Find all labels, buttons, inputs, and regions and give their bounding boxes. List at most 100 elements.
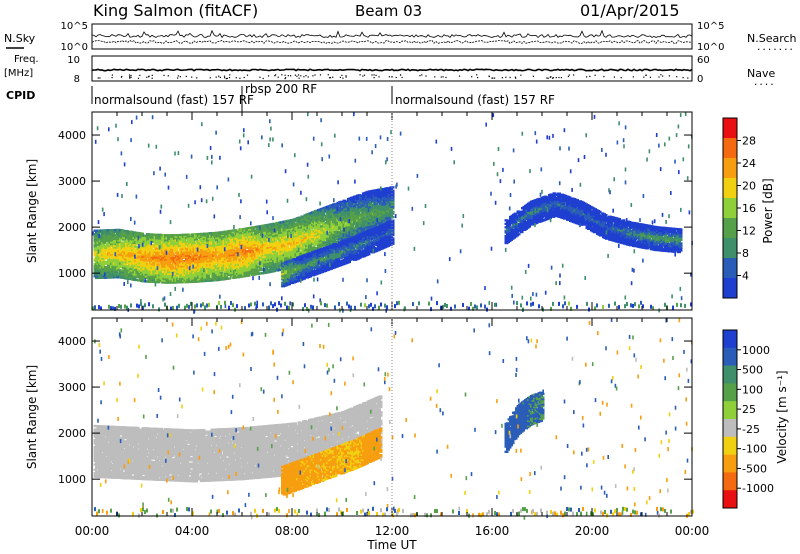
nave-point xyxy=(494,77,496,79)
beam-title: Beam 03 xyxy=(355,2,422,20)
station-title: King Salmon (fitACF) xyxy=(93,1,258,20)
nave-point xyxy=(425,75,427,77)
nave-point xyxy=(520,74,522,76)
velocity-cbar-tick-label-1: 500 xyxy=(742,364,763,377)
freq-label-2: [MHz] xyxy=(4,68,33,79)
nave-point xyxy=(643,76,645,78)
velocity-cbar-tick-label-5: -100 xyxy=(742,443,767,456)
nave-point xyxy=(345,75,347,77)
velocity-ytick-label-2: 3000 xyxy=(58,381,86,394)
velocity-cbar-swatch-3 xyxy=(723,383,737,402)
velocity-cbar-label: Velocity [m s⁻¹] xyxy=(775,370,789,463)
nave-point xyxy=(303,76,305,78)
nave-point xyxy=(676,76,678,78)
nave-point xyxy=(632,76,634,78)
power-ytick-label-2: 3000 xyxy=(58,175,86,188)
nsearch-dots: ....... xyxy=(756,43,794,53)
nave-point xyxy=(312,75,314,77)
nave-tick-top: 60 xyxy=(697,55,710,66)
freq-tick-top: 10 xyxy=(67,55,80,66)
nave-point xyxy=(284,78,286,80)
velocity-cbar-tick-label-3: 25 xyxy=(742,403,756,416)
nave-point xyxy=(148,76,150,78)
velocity-ytick-label-0: 1000 xyxy=(58,473,86,486)
cpid-label: CPID xyxy=(6,89,35,102)
power-cbar-swatch-0 xyxy=(723,118,737,139)
velocity-ytick-label-1: 2000 xyxy=(58,427,86,440)
nave-point xyxy=(224,77,226,79)
nave-point xyxy=(235,77,237,79)
x-axis-label: Time UT xyxy=(366,538,417,552)
nave-point xyxy=(121,75,123,78)
nave-point xyxy=(560,77,562,79)
nave-point xyxy=(359,74,361,76)
nave-point xyxy=(274,75,276,77)
power-cbar-swatch-5 xyxy=(723,218,737,239)
xtick-label-4: 16:00 xyxy=(475,524,510,538)
power-cbar-swatch-4 xyxy=(723,198,737,219)
nave-point xyxy=(209,77,211,79)
nave-point xyxy=(488,75,490,77)
nave-point xyxy=(440,76,442,78)
nave-point xyxy=(492,77,494,79)
freq-panel: 10 8 60 0 xyxy=(67,55,709,85)
nave-point xyxy=(477,77,479,79)
power-ylabel: Slant Range [km] xyxy=(25,159,39,263)
nave-point xyxy=(589,75,591,77)
velocity-cbar-swatch-2 xyxy=(723,365,737,384)
nave-point xyxy=(243,76,245,79)
nave-point xyxy=(314,74,316,76)
nave-point xyxy=(239,77,241,79)
nave-point xyxy=(259,76,261,78)
nave-point xyxy=(111,77,113,79)
nave-point xyxy=(567,75,569,78)
velocity-ytick-label-3: 4000 xyxy=(58,335,86,348)
nave-point xyxy=(371,74,373,76)
freq-label-1: Freq. xyxy=(14,54,39,65)
nsky-label: N.Sky xyxy=(4,32,36,45)
nave-point xyxy=(658,76,660,78)
nave-point xyxy=(662,75,664,77)
nave-point xyxy=(99,77,101,79)
power-cbar-tick-label-5: 8 xyxy=(742,247,749,260)
sparse-echoes xyxy=(94,318,694,520)
nave-point xyxy=(177,77,179,79)
nave-point xyxy=(547,77,549,79)
nave-point xyxy=(229,74,231,76)
nave-point xyxy=(400,74,402,76)
nave-point xyxy=(603,76,605,78)
power-ytick-label-1: 2000 xyxy=(58,221,86,234)
power-ytick-label-0: 1000 xyxy=(58,267,86,280)
power-ytick-label-3: 4000 xyxy=(58,129,86,142)
nave-point xyxy=(151,77,153,79)
scatter-region-3 xyxy=(504,391,545,453)
nave-point xyxy=(167,75,169,77)
velocity-panel: 1000 2000 3000 4000 Slant Range [km] xyxy=(25,317,694,520)
nave-point xyxy=(298,77,300,79)
nave-point xyxy=(660,74,662,76)
nave-point xyxy=(177,75,179,77)
velocity-cbar-swatch-7 xyxy=(723,454,737,473)
nave-point xyxy=(281,74,283,76)
velocity-cbar-swatch-6 xyxy=(723,436,737,455)
velocity-cbar-tick-label-2: 100 xyxy=(742,383,763,396)
power-panel: 1000 2000 3000 4000 Slant Range [km] xyxy=(25,111,693,314)
xtick-label-1: 04:00 xyxy=(175,524,210,538)
nave-point xyxy=(568,74,570,76)
velocity-cbar-swatch-5 xyxy=(723,419,737,438)
nave-point xyxy=(395,76,397,79)
date-title: 01/Apr/2015 xyxy=(580,1,680,20)
cpid-row: normalsound (fast) 157 RF rbsp 200 RF no… xyxy=(91,82,555,112)
nave-point xyxy=(191,76,193,78)
nave-point xyxy=(421,74,423,76)
nave-point xyxy=(491,77,493,79)
noise-tick-left-top: 10^5 xyxy=(61,21,88,32)
velocity-cbar-swatch-4 xyxy=(723,401,737,420)
nave-point xyxy=(294,74,296,76)
nave-point xyxy=(668,75,670,77)
nave-point xyxy=(613,76,615,78)
nave-point xyxy=(362,75,364,77)
nave-point xyxy=(514,76,516,78)
scatter-region-2 xyxy=(281,219,395,288)
